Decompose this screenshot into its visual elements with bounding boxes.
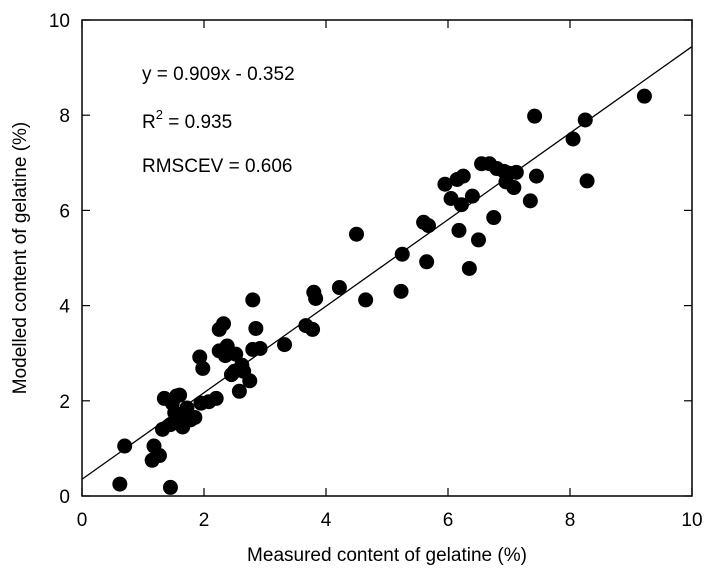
annotation-equation: y = 0.909x - 0.352 xyxy=(142,64,295,85)
data-point xyxy=(162,479,178,495)
y-tick-label: 4 xyxy=(59,297,70,318)
data-point xyxy=(112,476,128,492)
data-point xyxy=(451,222,467,238)
y-tick-label: 0 xyxy=(59,487,70,508)
x-tick-label: 4 xyxy=(321,510,332,531)
x-tick-label: 8 xyxy=(565,510,576,531)
data-point xyxy=(453,197,469,213)
data-point xyxy=(245,292,261,308)
data-point xyxy=(461,260,477,276)
y-tick-label: 8 xyxy=(59,106,70,127)
annotation-rmscev: RMSCEV = 0.606 xyxy=(142,156,293,177)
data-point xyxy=(636,88,652,104)
data-point xyxy=(248,320,264,336)
x-tick-label: 6 xyxy=(443,510,454,531)
data-point xyxy=(486,210,502,226)
data-point xyxy=(216,316,232,332)
data-point xyxy=(172,387,188,403)
x-axis-title: Measured content of gelatine (%) xyxy=(247,545,527,566)
data-point xyxy=(527,108,543,124)
data-point xyxy=(358,292,374,308)
data-point xyxy=(252,340,268,356)
annotation-r2-prefix: R xyxy=(142,112,156,133)
data-point xyxy=(455,168,471,184)
data-point xyxy=(308,290,324,306)
plot-frame xyxy=(81,19,693,497)
data-point xyxy=(522,193,538,209)
data-point xyxy=(331,280,347,296)
data-point xyxy=(464,188,480,204)
y-tick-label: 10 xyxy=(49,11,70,32)
data-point xyxy=(277,337,293,353)
data-point xyxy=(437,176,453,192)
x-tick-label: 0 xyxy=(77,510,88,531)
data-point xyxy=(506,180,522,196)
data-point xyxy=(231,383,247,399)
y-tick-label: 6 xyxy=(59,201,70,222)
data-point xyxy=(187,409,203,425)
data-point xyxy=(471,232,486,248)
data-point xyxy=(305,321,321,337)
data-point xyxy=(349,226,364,242)
data-point xyxy=(508,164,524,180)
annotation-r2: R2 = 0.935 xyxy=(142,107,232,133)
y-tick-label: 2 xyxy=(59,392,70,413)
data-point xyxy=(208,390,224,406)
data-point xyxy=(565,131,581,147)
y-axis-title: Modelled content of gelatine (%) xyxy=(10,122,31,395)
data-point xyxy=(192,349,208,365)
data-point xyxy=(528,168,544,184)
ticks-layer: 0 2 4 6 8 10 0 2 4 6 8 10 xyxy=(49,11,703,531)
data-point xyxy=(419,254,435,270)
data-point xyxy=(394,246,410,262)
data-point xyxy=(420,218,436,234)
x-tick-label: 2 xyxy=(199,510,210,531)
annotation-r2-value: = 0.935 xyxy=(163,112,232,133)
data-point xyxy=(242,373,258,389)
data-point xyxy=(393,283,409,299)
data-point xyxy=(228,346,244,362)
points-layer xyxy=(112,88,652,495)
data-point xyxy=(579,173,595,189)
data-point xyxy=(117,438,133,454)
data-point xyxy=(577,112,593,128)
annotation-r2-sup: 2 xyxy=(156,107,163,122)
data-point xyxy=(195,360,211,376)
data-point xyxy=(151,448,167,464)
x-tick-label: 10 xyxy=(681,510,702,531)
